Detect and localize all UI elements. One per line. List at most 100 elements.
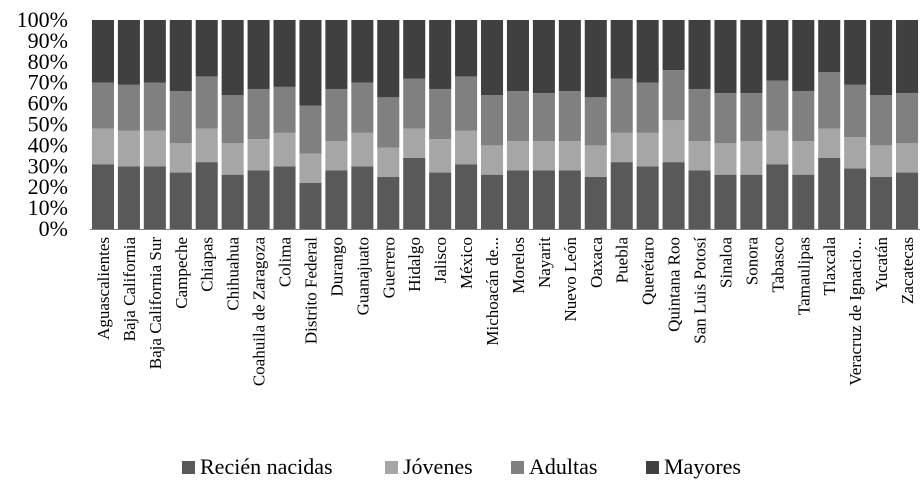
x-category-label: Jalisco [431, 237, 450, 283]
bar-segment-2 [714, 143, 737, 175]
y-tick-label: 40% [28, 132, 68, 157]
x-category-label: Sonora [742, 237, 761, 286]
bar-segment-1 [169, 172, 192, 229]
bar-segment-1 [91, 164, 114, 229]
legend-label: Mayores [664, 454, 741, 479]
bar-segment-3 [455, 76, 478, 131]
bar-segment-1 [247, 170, 270, 229]
bar-segment-3 [117, 84, 140, 131]
y-tick-label: 100% [17, 7, 68, 32]
y-tick-label: 70% [28, 70, 68, 95]
bar-segment-3 [584, 97, 607, 146]
x-category-label: Campeche [172, 237, 191, 309]
bar-segment-2 [792, 141, 815, 175]
bar-segment-3 [818, 72, 841, 129]
bar-segment-3 [532, 93, 555, 142]
bar-segment-3 [792, 91, 815, 142]
bar-segment-3 [558, 91, 581, 142]
bar-segment-4 [195, 20, 218, 77]
bar-segment-3 [870, 95, 893, 146]
bar-segment-3 [377, 97, 400, 148]
bar-segment-2 [818, 128, 841, 158]
x-category-label: México [457, 237, 476, 289]
x-category-label: Nayarit [535, 237, 554, 288]
bar-segment-4 [610, 20, 633, 79]
x-category-label: Guanajuato [353, 237, 372, 315]
legend-label: Jóvenes [403, 454, 473, 479]
bar-segment-3 [351, 82, 374, 133]
bar-segment-1 [766, 164, 789, 229]
bar-segment-2 [584, 145, 607, 177]
bar-segment-1 [870, 176, 893, 229]
bar-segment-3 [221, 95, 244, 144]
bar-segment-4 [403, 20, 426, 79]
bar-segment-3 [169, 91, 192, 144]
bar-segment-4 [247, 20, 270, 89]
x-category-label: Sinaloa [716, 237, 735, 288]
x-category-label: Yucatán [872, 237, 891, 292]
bar-segment-2 [325, 141, 348, 171]
x-category-label: Colima [276, 237, 295, 288]
bar-segment-1 [429, 172, 452, 229]
y-tick-label: 20% [28, 174, 68, 199]
bar-segment-3 [610, 78, 633, 133]
bar-segment-4 [506, 20, 529, 92]
x-category-label: Querétaro [639, 237, 658, 305]
bar-segment-3 [429, 88, 452, 140]
bar-segment-1 [610, 162, 633, 229]
bar-segment-4 [325, 20, 348, 89]
x-category-label: Michoacán de... [483, 237, 502, 346]
bar-segment-4 [558, 20, 581, 92]
bar-segment-3 [688, 88, 711, 142]
y-tick-label: 80% [28, 49, 68, 74]
bar-segment-3 [714, 93, 737, 144]
x-category-label: Hidalgo [405, 237, 424, 292]
bar-segment-1 [792, 174, 815, 229]
bar-segment-1 [558, 170, 581, 229]
x-category-label: Morelos [509, 237, 528, 294]
bar-segment-2 [455, 130, 478, 165]
bar-series-group [91, 20, 919, 229]
x-category-label: Aguascalientes [94, 237, 113, 340]
bar-segment-4 [377, 20, 400, 98]
bar-segment-4 [169, 20, 192, 92]
bar-segment-2 [558, 141, 581, 171]
bar-segment-3 [481, 95, 504, 146]
bar-segment-3 [403, 78, 426, 129]
bar-segment-1 [584, 176, 607, 229]
bar-segment-4 [429, 20, 452, 89]
bar-segment-2 [662, 120, 685, 163]
bar-segment-1 [195, 162, 218, 229]
x-category-label: Coahuila de Zaragoza [250, 237, 269, 387]
bar-segment-2 [221, 143, 244, 175]
bar-segment-3 [896, 93, 919, 144]
bar-segment-1 [325, 170, 348, 229]
x-category-label: Chiapas [198, 237, 217, 292]
bar-segment-4 [455, 20, 478, 77]
bar-segment-3 [299, 105, 322, 154]
bar-segment-1 [221, 174, 244, 229]
bar-segment-3 [740, 93, 763, 142]
bar-segment-4 [714, 20, 737, 94]
bar-segment-2 [403, 128, 426, 158]
x-category-label: Baja California [120, 237, 139, 342]
y-axis: 0%10%20%30%40%50%60%70%80%90%100% [17, 7, 68, 241]
bar-segment-1 [532, 170, 555, 229]
bar-segment-4 [792, 20, 815, 92]
bar-segment-4 [221, 20, 244, 96]
bar-segment-3 [636, 82, 659, 133]
bar-segment-2 [351, 132, 374, 167]
x-category-label: Quintana Roo [665, 237, 684, 332]
bar-segment-4 [844, 20, 867, 85]
legend-swatch-1 [182, 461, 195, 474]
bar-segment-3 [143, 82, 166, 131]
bar-segment-2 [610, 132, 633, 163]
x-category-label: Veracruz de Ignacio... [846, 237, 865, 386]
bar-segment-4 [636, 20, 659, 83]
bar-segment-2 [766, 130, 789, 165]
bar-segment-1 [299, 183, 322, 229]
bar-segment-4 [818, 20, 841, 73]
bar-segment-2 [506, 141, 529, 171]
bar-segment-4 [740, 20, 763, 94]
